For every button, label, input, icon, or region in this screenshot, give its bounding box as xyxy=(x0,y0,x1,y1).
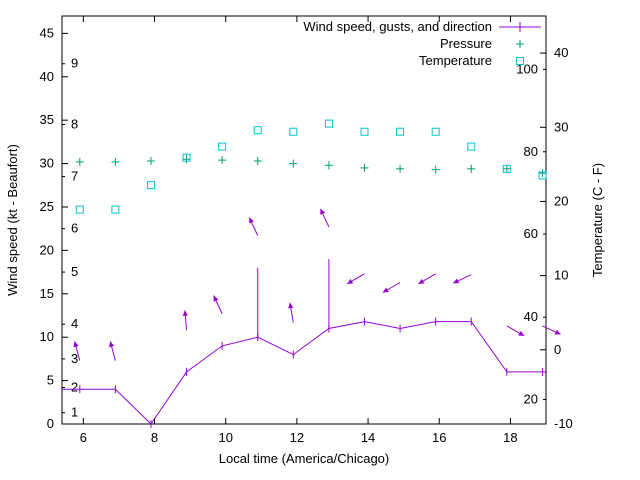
temperature-point xyxy=(324,119,333,128)
fahrenheit-label: 100 xyxy=(516,61,538,76)
legend-sample-temperature xyxy=(516,57,524,65)
wind-arrow-head xyxy=(249,217,254,224)
wind-arrow-head xyxy=(109,341,115,348)
temperature-point xyxy=(360,127,369,136)
wind-arrow-head xyxy=(453,278,460,284)
y-left-tick-label: 40 xyxy=(40,69,54,84)
y-right-axis-title: Temperature (C - F) xyxy=(590,163,605,277)
beaufort-label: 9 xyxy=(71,56,78,71)
fahrenheit-label: 20 xyxy=(524,392,538,407)
fahrenheit-label: 40 xyxy=(524,309,538,324)
temperature-point xyxy=(538,171,547,180)
beaufort-label: 2 xyxy=(71,380,78,395)
temperature-point xyxy=(182,153,191,162)
y-left-tick-label: 45 xyxy=(40,25,54,40)
y-right-tick-label: 40 xyxy=(554,45,568,60)
wind-direction-arrows xyxy=(73,208,561,361)
fahrenheit-label: 60 xyxy=(524,226,538,241)
y-right-tick-label: 30 xyxy=(554,119,568,134)
y-axis-right: -10 0 10 20 30 40 20 40 60 80 100 Temperature (C - … xyxy=(516,45,605,431)
x-tick-label: 16 xyxy=(432,430,446,445)
wind-speed-line xyxy=(62,321,546,425)
y-left-axis-title: Wind speed (kt - Beaufort) xyxy=(5,144,20,296)
y-left-tick-label: 20 xyxy=(40,242,54,257)
beaufort-label: 1 xyxy=(71,405,78,420)
beaufort-label: 4 xyxy=(71,316,78,331)
wind-arrow-head xyxy=(320,208,326,215)
legend-label-wind: Wind speed, gusts, and direction xyxy=(303,19,492,34)
temperature-point xyxy=(396,127,405,136)
legend-label-temperature: Temperature xyxy=(419,53,492,68)
beaufort-label: 7 xyxy=(71,169,78,184)
wind-series xyxy=(62,259,546,428)
y-left-tick-label: 0 xyxy=(47,416,54,431)
y-left-tick-label: 10 xyxy=(40,329,54,344)
wind-arrow-head xyxy=(347,278,354,284)
y-left-tick-label: 35 xyxy=(40,112,54,127)
temperature-point xyxy=(146,181,155,190)
wind-arrow-head xyxy=(418,278,425,284)
wind-arrow-head xyxy=(182,310,188,316)
temperature-point xyxy=(289,127,298,136)
temperature-point xyxy=(75,205,84,214)
beaufort-label: 3 xyxy=(71,351,78,366)
legend-label-pressure: Pressure xyxy=(440,36,492,51)
x-tick-label: 12 xyxy=(290,430,304,445)
temperature-point xyxy=(218,142,227,151)
y-left-tick-label: 15 xyxy=(40,286,54,301)
temperature-point xyxy=(467,142,476,151)
wind-arrow-head xyxy=(288,302,294,309)
x-tick-label: 18 xyxy=(503,430,517,445)
plot-border xyxy=(61,15,547,425)
wind-arrow-head xyxy=(73,341,79,348)
legend: Wind speed, gusts, and direction Pressure… xyxy=(303,19,541,68)
y-left-tick-label: 5 xyxy=(47,373,54,388)
x-axis: 6 8 10 12 14 16 18 Local time (America/Chicago) xyxy=(80,16,518,466)
beaufort-label: 5 xyxy=(71,264,78,279)
beaufort-label: 8 xyxy=(71,117,78,132)
temperature-point xyxy=(253,126,262,135)
y-right-tick-label: 0 xyxy=(554,342,561,357)
wind-arrow-head xyxy=(554,329,561,335)
fahrenheit-label: 80 xyxy=(524,144,538,159)
temperature-point xyxy=(111,205,120,214)
wind-arrow-head xyxy=(518,330,525,336)
y-right-tick-label: 20 xyxy=(554,193,568,208)
wind-arrow-head xyxy=(213,295,219,302)
y-left-tick-label: 30 xyxy=(40,156,54,171)
x-tick-label: 6 xyxy=(80,430,87,445)
x-tick-label: 14 xyxy=(361,430,375,445)
temperature-series xyxy=(75,119,547,214)
wind-arrow-head xyxy=(382,287,389,293)
temperature-point xyxy=(431,127,440,136)
y-right-tick-label: -10 xyxy=(554,416,573,431)
temperature-point xyxy=(502,164,511,173)
x-axis-title: Local time (America/Chicago) xyxy=(219,451,390,466)
x-tick-label: 8 xyxy=(151,430,158,445)
y-left-tick-label: 25 xyxy=(40,199,54,214)
pressure-series xyxy=(75,155,547,178)
x-tick-label: 10 xyxy=(218,430,232,445)
beaufort-label: 6 xyxy=(71,221,78,236)
y-right-tick-label: 10 xyxy=(554,268,568,283)
